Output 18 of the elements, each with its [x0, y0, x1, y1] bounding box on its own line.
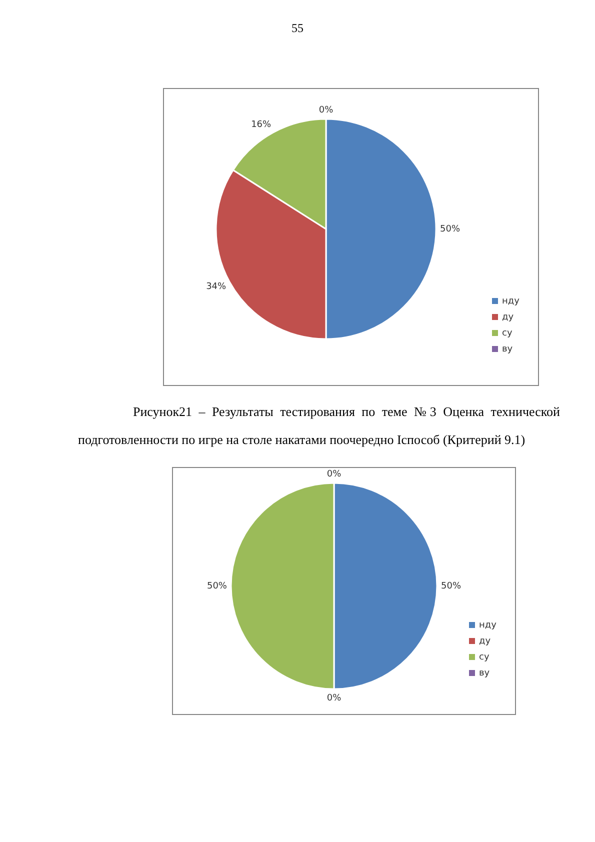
text: 0% — [326, 693, 342, 704]
legend-label: су — [502, 328, 513, 338]
text: 0% — [326, 469, 342, 480]
data-label: 16% — [251, 120, 272, 130]
data-label: 50% — [440, 224, 460, 234]
data-label: 34% — [206, 282, 227, 292]
legend-label: ву — [479, 668, 490, 678]
legend-label: ду — [479, 636, 492, 646]
legend-label: су — [479, 652, 490, 662]
text: 0% — [318, 105, 334, 116]
data-label: 50% — [206, 581, 228, 592]
legend-label: ду — [502, 312, 514, 322]
text: 55 — [290, 21, 304, 36]
legend-label: ву — [502, 344, 514, 354]
text: Рисунок21 – Результаты тестирования по теме №3 Оценка технической подготовленности по игре на столе накатами поочередно Iспособ (Критерий 9.1) — [78, 403, 560, 449]
data-label: 50% — [441, 581, 462, 592]
legend-label: нду — [502, 296, 520, 306]
legend-label: нду — [479, 620, 498, 630]
